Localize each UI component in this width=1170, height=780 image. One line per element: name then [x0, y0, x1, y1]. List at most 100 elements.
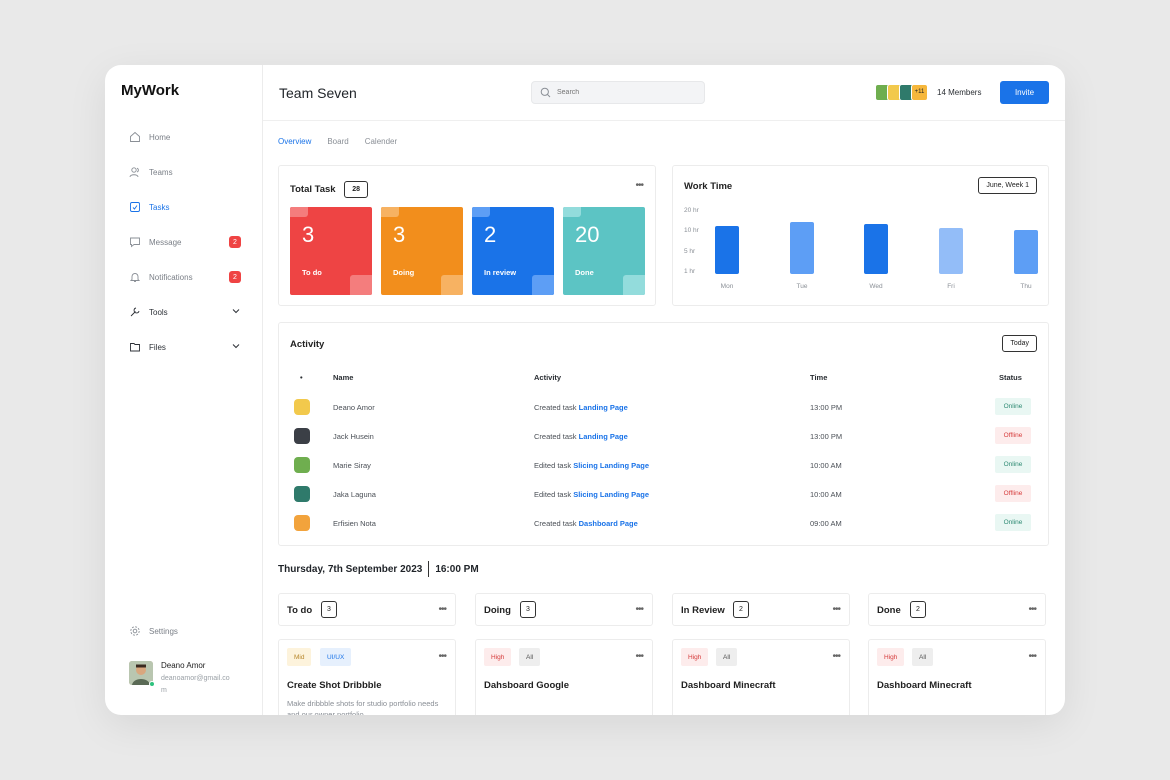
more-options-icon[interactable]: •••	[438, 651, 446, 662]
status-badge: Online	[995, 514, 1031, 531]
task-card[interactable]: High All ••• Dashboard Minecraft	[672, 639, 850, 715]
sidebar-item-message[interactable]: Message 2	[129, 232, 241, 252]
more-options-icon[interactable]: •••	[1028, 651, 1036, 662]
sidebar-item-home[interactable]: Home	[129, 127, 241, 147]
table-row[interactable]: Deano Amor Created task Landing Page 13:00…	[279, 396, 1047, 425]
chart-bar[interactable]	[864, 224, 888, 274]
tab-overview[interactable]: Overview	[278, 137, 312, 146]
sidebar-item-label: Teams	[149, 167, 173, 177]
total-task-title: Total Task 28	[290, 181, 369, 198]
stat-in-review[interactable]: 2 In review	[472, 207, 554, 295]
work-time-title: Work Time	[684, 181, 733, 192]
table-row[interactable]: Jaka Laguna Edited task Slicing Landing P…	[279, 483, 1047, 512]
view-tabs: Overview Board Calender	[278, 137, 413, 146]
row-time: 13:00 PM	[810, 403, 843, 412]
chart-bar[interactable]	[1014, 230, 1038, 274]
activity-action: Created task	[534, 432, 577, 441]
user-profile[interactable]: Deano Amor deanoamor@gmail.com	[129, 661, 249, 701]
more-options-icon[interactable]: •••	[635, 180, 643, 191]
sidebar-item-tools[interactable]: Tools	[129, 302, 241, 322]
chevron-down-icon[interactable]	[231, 341, 241, 353]
column-count: 2	[733, 601, 749, 618]
members-count-label: 14 Members	[937, 87, 982, 97]
column-header-time: Time	[810, 373, 828, 382]
task-title: Dashboard Minecraft	[681, 680, 776, 691]
users-icon	[129, 166, 141, 178]
x-axis-tick-label: Mon	[720, 283, 734, 290]
table-row[interactable]: Erfisien Nota Created task Dashboard Page…	[279, 512, 1047, 541]
invite-button[interactable]: Invite	[1000, 81, 1049, 104]
user-name: Deano Amor	[161, 661, 206, 670]
row-name: Jaka Laguna	[333, 490, 376, 499]
activity-title: Activity	[290, 339, 325, 350]
more-options-icon[interactable]: •••	[635, 604, 643, 615]
priority-tag: High	[484, 648, 512, 666]
sidebar-item-settings[interactable]: Settings	[129, 621, 241, 641]
column-title: In Review	[681, 605, 725, 616]
stat-done[interactable]: 20 Done	[563, 207, 645, 295]
board-column-in-review: In Review 2 •••	[672, 593, 850, 626]
task-card[interactable]: High All ••• Dashboard Minecraft	[868, 639, 1046, 715]
more-options-icon[interactable]: •••	[635, 651, 643, 662]
stat-label: Done	[575, 268, 594, 277]
chart-bar[interactable]	[790, 222, 814, 274]
activity-target-link[interactable]: Slicing Landing Page	[573, 461, 650, 470]
sidebar-item-label: Tools	[149, 307, 168, 317]
stat-todo[interactable]: 3 To do	[290, 207, 372, 295]
stat-value: 2	[484, 222, 497, 247]
activity-target-link[interactable]: Dashboard Page	[578, 519, 638, 528]
page-title: Team Seven	[279, 85, 357, 101]
sidebar-item-tasks[interactable]: Tasks	[129, 197, 241, 217]
current-time: 16:00 PM	[435, 563, 479, 575]
files-icon	[129, 341, 141, 353]
avatar	[294, 515, 310, 531]
search-input[interactable]	[557, 89, 687, 96]
tab-board[interactable]: Board	[327, 137, 349, 146]
status-badge: Offline	[995, 485, 1031, 502]
column-header-bullet: •	[300, 373, 303, 382]
more-options-icon[interactable]: •••	[438, 604, 446, 615]
column-title: Doing	[484, 605, 511, 616]
category-tag: All	[519, 648, 541, 666]
more-options-icon[interactable]: •••	[832, 651, 840, 662]
more-options-icon[interactable]: •••	[1028, 604, 1036, 615]
task-card[interactable]: Mid UI/UX ••• Create Shot Dribbble Make …	[278, 639, 456, 715]
more-options-icon[interactable]: •••	[832, 604, 840, 615]
today-filter-button[interactable]: Today	[1002, 335, 1037, 352]
table-row[interactable]: Marie Siray Edited task Slicing Landing P…	[279, 454, 1047, 483]
chart-bar[interactable]	[939, 228, 963, 274]
board-column-done: Done 2 •••	[868, 593, 1046, 626]
table-row[interactable]: Jack Husein Created task Landing Page 13:0…	[279, 425, 1047, 454]
sidebar-item-notifications[interactable]: Notifications 2	[129, 267, 241, 287]
stat-value: 3	[302, 222, 315, 247]
avatar	[294, 428, 310, 444]
row-time: 13:00 PM	[810, 432, 843, 441]
notification-count-badge: 2	[229, 271, 241, 283]
tab-calender[interactable]: Calender	[364, 137, 398, 146]
avatar	[294, 399, 310, 415]
stat-doing[interactable]: 3 Doing	[381, 207, 463, 295]
stat-label: In review	[484, 268, 517, 277]
home-icon	[129, 131, 141, 143]
task-title: Dahsboard Google	[484, 680, 569, 691]
sidebar-item-files[interactable]: Files	[129, 337, 241, 357]
date-time-bar: Thursday, 7th September 2023 16:00 PM	[278, 561, 479, 577]
row-activity: Created task Dashboard Page	[534, 519, 638, 528]
row-name: Jack Husein	[333, 432, 374, 441]
team-members[interactable]: +11 14 Members	[875, 83, 981, 101]
row-name: Erfisien Nota	[333, 519, 376, 528]
stat-value: 20	[575, 222, 600, 247]
activity-target-link[interactable]: Landing Page	[578, 403, 628, 412]
week-selector-button[interactable]: June, Week 1	[978, 177, 1037, 194]
chart-bar[interactable]	[715, 226, 739, 274]
sidebar-item-label: Message	[149, 237, 182, 247]
chevron-down-icon[interactable]	[231, 306, 241, 318]
task-card[interactable]: High All ••• Dahsboard Google	[475, 639, 653, 715]
activity-target-link[interactable]: Slicing Landing Page	[573, 490, 650, 499]
app-logo: MyWork	[121, 82, 180, 99]
search-bar[interactable]	[531, 81, 705, 104]
priority-tag: Mid	[287, 648, 312, 666]
activity-target-link[interactable]: Landing Page	[578, 432, 628, 441]
sidebar-item-teams[interactable]: Teams	[129, 162, 241, 182]
total-task-count: 28	[344, 181, 369, 198]
